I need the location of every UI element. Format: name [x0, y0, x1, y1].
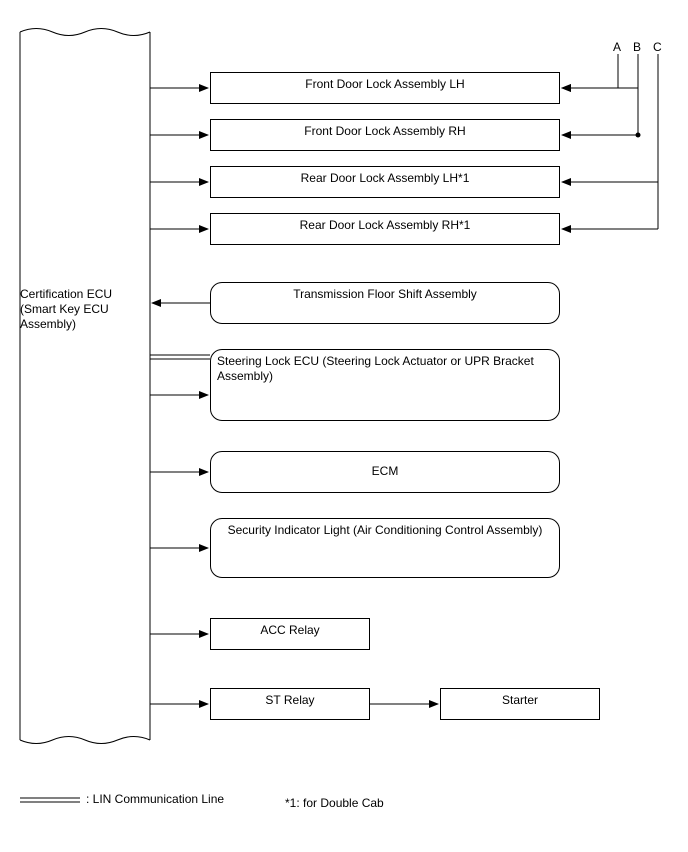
node-rdl_rh: Rear Door Lock Assembly RH*1	[210, 213, 560, 245]
node-sec: Security Indicator Light (Air Conditioni…	[210, 518, 560, 578]
node-ecm: ECM	[210, 451, 560, 493]
node-label-steer: Steering Lock ECU (Steering Lock Actuato…	[211, 350, 559, 388]
node-acc: ACC Relay	[210, 618, 370, 650]
node-label-acc: ACC Relay	[254, 619, 325, 642]
node-label-ecm: ECM	[211, 452, 559, 483]
node-label-rdl_rh: Rear Door Lock Assembly RH*1	[294, 214, 477, 237]
node-trans: Transmission Floor Shift Assembly	[210, 282, 560, 324]
node-label-sec: Security Indicator Light (Air Conditioni…	[222, 519, 549, 542]
node-steer: Steering Lock ECU (Steering Lock Actuato…	[210, 349, 560, 421]
bus-label-a: A	[613, 40, 621, 54]
node-label-starter: Starter	[441, 689, 599, 712]
ecu-label: Certification ECU (Smart Key ECU Assembl…	[20, 287, 140, 332]
legend-lin-label: : LIN Communication Line	[86, 792, 224, 806]
diagram-canvas: Certification ECU (Smart Key ECU Assembl…	[0, 0, 688, 852]
node-starter: Starter	[440, 688, 600, 720]
node-label-trans: Transmission Floor Shift Assembly	[287, 283, 483, 306]
node-label-rdl_lh: Rear Door Lock Assembly LH*1	[295, 167, 476, 190]
node-label-fdl_rh: Front Door Lock Assembly RH	[298, 120, 471, 143]
node-fdl_lh: Front Door Lock Assembly LH	[210, 72, 560, 104]
node-fdl_rh: Front Door Lock Assembly RH	[210, 119, 560, 151]
legend-note: *1: for Double Cab	[285, 796, 384, 810]
node-st: ST Relay	[210, 688, 370, 720]
bus-label-c: C	[653, 40, 662, 54]
node-rdl_lh: Rear Door Lock Assembly LH*1	[210, 166, 560, 198]
node-label-st: ST Relay	[259, 689, 320, 712]
bus-label-b: B	[633, 40, 641, 54]
node-label-fdl_lh: Front Door Lock Assembly LH	[299, 73, 470, 96]
